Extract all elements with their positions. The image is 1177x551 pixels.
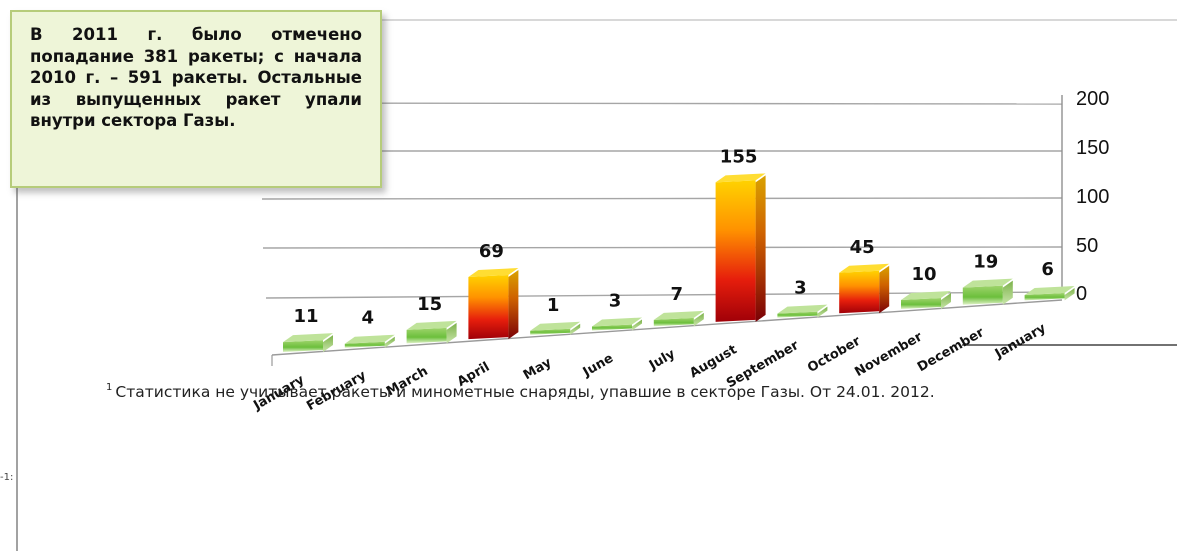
category-label: December xyxy=(915,325,987,375)
data-label: 6 xyxy=(1041,259,1054,280)
bar-top xyxy=(901,291,951,300)
bar-may-4 xyxy=(530,321,581,335)
bar-front xyxy=(839,270,880,314)
bar-front xyxy=(468,275,509,340)
bar-february-1 xyxy=(344,334,395,348)
axes xyxy=(16,19,1177,551)
bar-side xyxy=(755,175,766,322)
bar-front xyxy=(653,317,694,327)
bar-side xyxy=(446,322,457,344)
bar-december-11 xyxy=(962,278,1013,305)
bar-side xyxy=(1002,280,1013,305)
edge-fragment-text: -1: xyxy=(0,472,14,483)
data-label: 4 xyxy=(362,308,375,329)
bar-side xyxy=(632,319,642,331)
data-label: 19 xyxy=(973,252,998,273)
category-label: June xyxy=(580,351,616,381)
bar-side xyxy=(817,306,828,318)
bar-side xyxy=(570,323,581,335)
bar-top xyxy=(839,263,890,273)
callout-text: В 2011 г. было отмечено попадание 381 ра… xyxy=(30,25,362,130)
bar-top xyxy=(468,268,519,277)
floor-edge xyxy=(271,299,1063,356)
statistics-callout: В 2011 г. было отмечено попадание 381 ра… xyxy=(10,10,382,188)
y-tick-label: 150 xyxy=(1076,137,1109,159)
bar-side xyxy=(323,335,333,352)
bar-april-3 xyxy=(468,268,519,340)
bar-side xyxy=(384,336,395,348)
bar-january-12 xyxy=(1024,286,1075,301)
bar-top xyxy=(530,321,581,331)
bar-top xyxy=(344,334,395,344)
bar-top xyxy=(777,304,828,314)
bar-front xyxy=(901,298,941,309)
gridline xyxy=(262,246,1063,249)
y-tick-labels: 0 50 100 150 200 xyxy=(1076,88,1109,305)
data-label: 3 xyxy=(794,278,807,299)
bar-front xyxy=(715,180,756,322)
bar-top xyxy=(653,310,704,320)
category-label: November xyxy=(852,329,925,380)
data-labels: 11 4 15 69 1 3 7 155 3 45 10 19 6 xyxy=(293,146,1053,328)
data-label: 69 xyxy=(479,241,504,262)
y-tick-label: 100 xyxy=(1076,186,1109,208)
bar-top xyxy=(1024,286,1075,295)
bar-top xyxy=(592,317,642,327)
data-label: 7 xyxy=(671,284,684,305)
bar-top xyxy=(962,278,1013,288)
bar-front xyxy=(406,327,447,344)
data-label: 3 xyxy=(609,291,622,312)
bar-side xyxy=(1064,288,1075,301)
gridline xyxy=(261,197,1063,200)
bar-january-0 xyxy=(283,333,333,352)
bar-june-5 xyxy=(592,317,642,331)
gridline xyxy=(261,102,1063,105)
bar-top xyxy=(406,320,457,330)
grid-lines xyxy=(261,102,1063,299)
bar-september-8 xyxy=(777,304,828,318)
data-label: 1 xyxy=(547,295,560,316)
bar-side xyxy=(879,265,890,314)
bar-top xyxy=(283,333,333,343)
bar-front xyxy=(962,285,1003,305)
data-label: 45 xyxy=(850,237,875,258)
bar-march-2 xyxy=(406,320,457,344)
footnote: 1 Статистика не учитывает ракеты и миноме… xyxy=(106,382,935,401)
footnote-number: 1 xyxy=(106,382,113,393)
bar-august-7 xyxy=(715,173,766,322)
bar-side xyxy=(941,293,951,309)
bar-side xyxy=(693,312,704,327)
data-label: 155 xyxy=(720,146,758,167)
bar-front xyxy=(283,340,323,352)
data-label: 10 xyxy=(911,264,936,285)
y-tick-label: 200 xyxy=(1076,88,1109,110)
data-label: 15 xyxy=(417,294,442,315)
category-label: January xyxy=(992,321,1049,363)
bar-front xyxy=(1024,293,1065,301)
y-tick-label: 50 xyxy=(1076,235,1098,257)
footnote-text: Статистика не учитывает ракеты и миномет… xyxy=(115,383,935,401)
bar-october-9 xyxy=(839,263,890,314)
bar-july-6 xyxy=(653,310,704,327)
category-label: May xyxy=(521,355,555,383)
bar-top xyxy=(715,173,766,183)
data-label: 11 xyxy=(293,306,318,327)
bars xyxy=(283,173,1075,352)
category-label: July xyxy=(646,346,678,373)
bar-november-10 xyxy=(901,291,951,309)
bar-side xyxy=(508,270,519,340)
y-tick-label: 0 xyxy=(1076,283,1087,305)
